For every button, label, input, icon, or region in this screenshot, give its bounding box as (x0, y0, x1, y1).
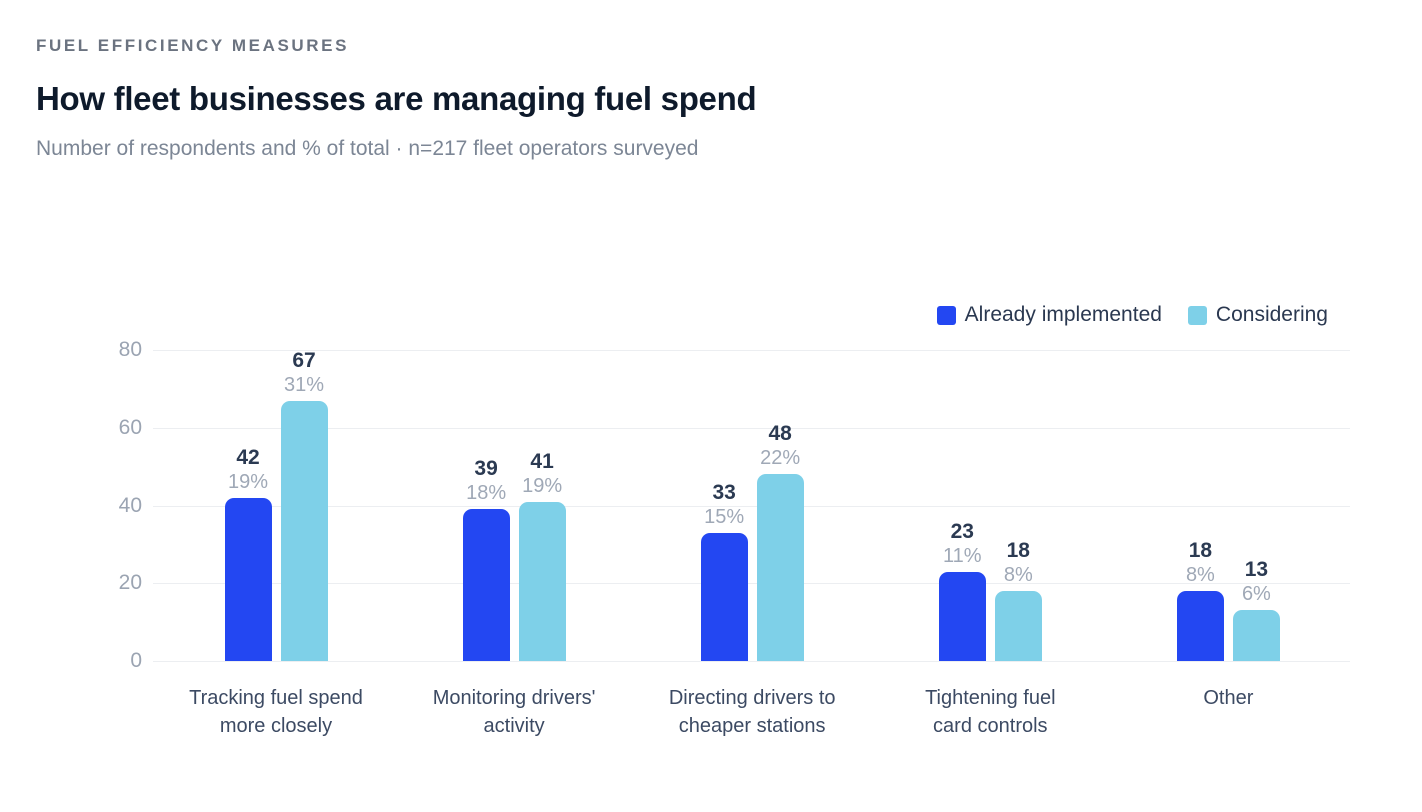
category-label-line: Tracking fuel spend (189, 687, 363, 709)
bar-considering (756, 474, 804, 661)
bar-pct-label: 19% (227, 470, 269, 493)
y-axis-tick-label: 40 (118, 493, 142, 517)
gridline (153, 583, 1350, 585)
bar-pct-label: 31% (283, 373, 325, 396)
bar-value-label: 41 (530, 449, 554, 473)
chart-legend: Already implemented Considering (936, 303, 1328, 327)
bar-considering (1232, 610, 1280, 661)
category-label-line: more closely (219, 715, 333, 737)
category-label-line: card controls (933, 715, 1048, 737)
category-label: Monitoring drivers' activity (396, 684, 632, 740)
bar-pct-label: 15% (704, 505, 745, 528)
bar-label-group: 23 11% (917, 519, 1007, 568)
bar-implemented (700, 532, 748, 661)
category-label-line: Monitoring drivers' (432, 687, 596, 709)
bar-value-label: 18 (1188, 539, 1213, 563)
y-axis-tick-label: 60 (118, 415, 142, 439)
category-label-line: Tightening fuel (925, 687, 1056, 709)
page-subtitle: Number of respondents and % of total · n… (36, 137, 699, 160)
bar-pct-label: 11% (943, 544, 982, 567)
bar-label-group: 18 8% (1155, 538, 1245, 587)
gridline (153, 427, 1350, 429)
bar-label-group: 33 15% (679, 480, 769, 529)
bar-pct-label: 18% (466, 482, 507, 505)
bar-considering (994, 591, 1042, 661)
bar-pct-label: 22% (760, 447, 801, 470)
bar-value-label: 23 (950, 519, 974, 543)
bar-pct-label: 19% (522, 474, 563, 497)
bar-value-label: 48 (768, 422, 792, 446)
bar-value-label: 39 (474, 457, 498, 481)
legend-item: Considering (1187, 303, 1328, 327)
eyebrow-label: FUEL EFFICIENCY MEASURES (36, 36, 350, 55)
gridline (153, 661, 1350, 662)
bar-implemented (224, 497, 272, 661)
bar-label-group: 13 6% (1211, 557, 1301, 606)
bar-value-label: 67 (292, 348, 316, 372)
page-title: How fleet businesses are managing fuel s… (36, 80, 757, 117)
legend-label: Already implemented (964, 303, 1162, 326)
category-label: Tightening fuel card controls (872, 684, 1108, 740)
bar-label-group: 41 19% (497, 449, 587, 498)
category-label-line: Directing drivers to (668, 687, 836, 709)
category-label-line: activity (483, 715, 545, 737)
bar-value-label: 18 (1006, 539, 1030, 563)
bar-pct-label: 6% (1241, 583, 1271, 606)
legend-item: Already implemented (936, 303, 1162, 327)
bar-label-group: 42 19% (203, 445, 293, 494)
bar-value-label: 42 (236, 445, 260, 469)
gridline (153, 505, 1350, 507)
bar-implemented (1176, 591, 1224, 661)
legend-label: Considering (1215, 303, 1328, 326)
bar-value-label: 13 (1244, 558, 1269, 582)
category-label: Tracking fuel spend more closely (158, 684, 394, 740)
category-label: Directing drivers to cheaper stations (634, 684, 870, 740)
legend-swatch-icon (1187, 305, 1207, 325)
bar-value-label: 33 (712, 480, 736, 504)
bar-implemented (462, 509, 510, 661)
category-label: Other (1110, 684, 1346, 712)
bar-label-group: 39 18% (441, 456, 531, 505)
y-axis-tick-label: 80 (118, 338, 142, 361)
bar-label-group: 67 31% (259, 348, 349, 397)
legend-swatch-icon (936, 305, 956, 325)
bar-implemented (938, 571, 986, 661)
category-label-line: Other (1203, 687, 1254, 709)
gridline (153, 350, 1350, 351)
category-label-line: cheaper stations (678, 715, 826, 737)
bar-label-group: 18 8% (973, 538, 1063, 587)
bar-considering (518, 501, 566, 661)
y-axis-tick-label: 20 (118, 571, 142, 595)
y-axis-tick-label: 0 (130, 649, 142, 672)
bar-considering (280, 400, 328, 661)
